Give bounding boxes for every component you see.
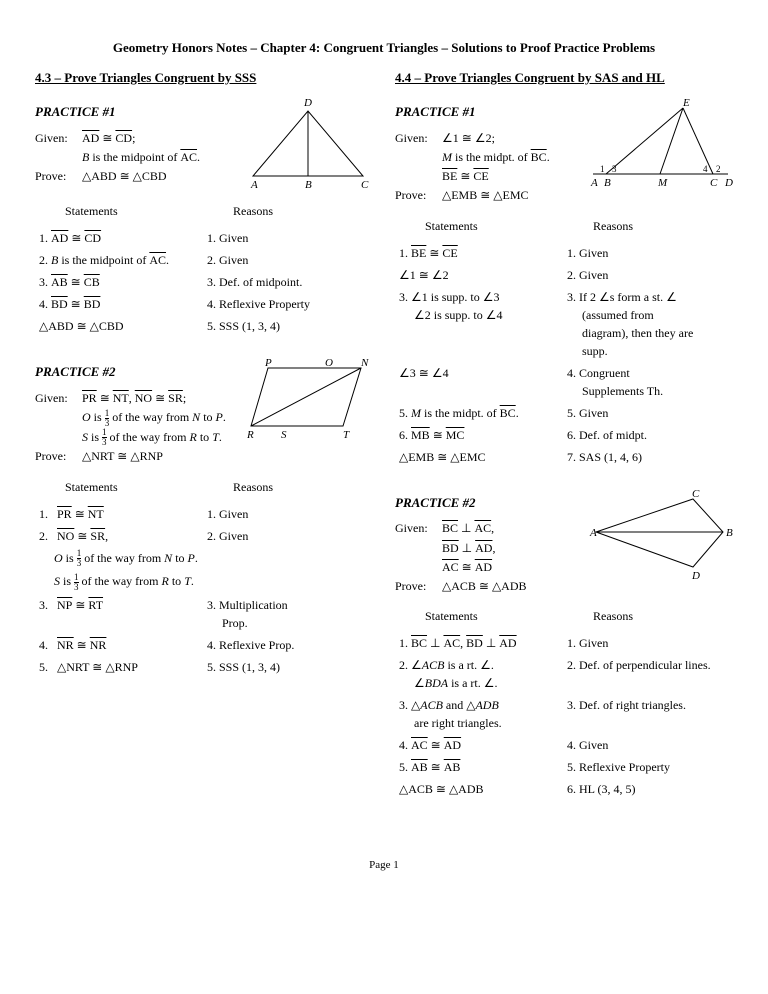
- right-p1-given: PRACTICE #1 Given: ∠1 ≅ ∠2; M is the mid…: [395, 96, 576, 206]
- page-title: Geometry Honors Notes – Chapter 4: Congr…: [35, 40, 733, 56]
- right-p2-head: PRACTICE #2: [395, 493, 576, 514]
- cell: 5. SSS (1, 3, 4): [205, 316, 371, 336]
- left-p1-block: PRACTICE #1 Given: AD ≅ CD; B is the mid…: [35, 96, 373, 191]
- cell: 1. Given: [205, 228, 371, 248]
- hdr-reasons: Reasons: [205, 201, 371, 226]
- cell: 3. Def. of right triangles.: [565, 695, 731, 733]
- svg-text:E: E: [682, 97, 690, 109]
- cell: ∠3 ≅ ∠4: [397, 363, 563, 401]
- svg-text:N: N: [360, 357, 369, 369]
- section-4-4-title: 4.4 – Prove Triangles Congruent by SAS a…: [395, 70, 733, 86]
- cell: ∠1 ≅ ∠2: [397, 265, 563, 285]
- right-p1-proof-table: StatementsReasons 1. BE ≅ CE1. Given ∠1 …: [395, 214, 733, 469]
- hdr-statements: Statements: [37, 477, 203, 502]
- cell: 6. HL (3, 4, 5): [565, 779, 731, 799]
- right-p1-g1: ∠1 ≅ ∠2;: [442, 131, 495, 145]
- svg-text:B: B: [726, 527, 733, 539]
- right-p1-block: PRACTICE #1 Given: ∠1 ≅ ∠2; M is the mid…: [395, 96, 733, 206]
- cell: 2. Def. of perpendicular lines.: [565, 655, 731, 693]
- left-p1-head: PRACTICE #1: [35, 102, 231, 123]
- cell: △EMB ≅ △EMC: [397, 447, 563, 467]
- cell: 5. Reflexive Property: [565, 757, 731, 777]
- left-column: 4.3 – Prove Triangles Congruent by SSS P…: [35, 70, 373, 819]
- left-p2-head: PRACTICE #2: [35, 362, 231, 383]
- cell: 1. Given: [205, 504, 371, 524]
- cell: 2. Given: [565, 265, 731, 285]
- svg-text:C: C: [710, 177, 718, 189]
- hdr-statements: Statements: [397, 606, 563, 631]
- svg-text:2: 2: [716, 164, 721, 174]
- left-p2-block: PRACTICE #2 Given: PR ≅ NT, NO ≅ SR; O i…: [35, 356, 373, 467]
- svg-text:B: B: [604, 177, 611, 189]
- cell: △NRT ≅ △RNP: [57, 660, 138, 674]
- svg-text:C: C: [692, 488, 700, 500]
- svg-text:B: B: [305, 179, 312, 191]
- left-p1-given: PRACTICE #1 Given: AD ≅ CD; B is the mid…: [35, 96, 231, 186]
- cell: 3. Def. of midpoint.: [205, 272, 371, 292]
- left-p2-proof-table: StatementsReasons 1. PR ≅ NT1. Given 2. …: [35, 475, 373, 680]
- hdr-reasons: Reasons: [565, 606, 731, 631]
- right-p2-given: PRACTICE #2 Given: BC ⊥ AC, BD ⊥ AD, AC …: [395, 487, 576, 597]
- right-p2-prove: △ACB ≅ △ADB: [442, 579, 527, 593]
- hdr-statements: Statements: [37, 201, 203, 226]
- parallelogram-figure: P O N R S T: [243, 356, 373, 441]
- right-p2-block: PRACTICE #2 Given: BC ⊥ AC, BD ⊥ AD, AC …: [395, 487, 733, 597]
- svg-text:D: D: [303, 97, 312, 109]
- right-column: 4.4 – Prove Triangles Congruent by SAS a…: [395, 70, 733, 819]
- hdr-reasons: Reasons: [205, 477, 371, 502]
- cell: 1. Given: [565, 633, 731, 653]
- svg-text:A: A: [589, 527, 597, 539]
- cell: 4. Reflexive Property: [205, 294, 371, 314]
- svg-text:1: 1: [600, 164, 605, 174]
- left-p1-proof-table: StatementsReasons 1. AD ≅ CD1. Given 2. …: [35, 199, 373, 338]
- cell: 5. SSS (1, 3, 4): [205, 657, 371, 677]
- left-p2-given: PRACTICE #2 Given: PR ≅ NT, NO ≅ SR; O i…: [35, 356, 231, 467]
- svg-text:4: 4: [703, 164, 708, 174]
- cell: 7. SAS (1, 4, 6): [565, 447, 731, 467]
- svg-text:A: A: [250, 179, 258, 191]
- svg-text:M: M: [657, 177, 668, 189]
- cell: 4. Given: [565, 735, 731, 755]
- svg-text:P: P: [264, 357, 272, 369]
- cell: △ABD ≅ △CBD: [37, 316, 203, 336]
- svg-text:D: D: [691, 570, 700, 582]
- svg-text:T: T: [343, 429, 350, 441]
- triangle-abc-d-figure: D A B C: [243, 96, 373, 191]
- hdr-statements: Statements: [397, 216, 563, 241]
- page-footer: Page 1: [35, 859, 733, 871]
- hdr-reasons: Reasons: [565, 216, 731, 241]
- svg-text:A: A: [590, 177, 598, 189]
- right-p1-head: PRACTICE #1: [395, 102, 576, 123]
- right-p2-proof-table: StatementsReasons 1. BC ⊥ AC, BD ⊥ AD1. …: [395, 604, 733, 801]
- svg-text:R: R: [246, 429, 254, 441]
- cell: 2. Given: [205, 526, 371, 546]
- section-4-3-title: 4.3 – Prove Triangles Congruent by SSS: [35, 70, 373, 86]
- cell: 1. Given: [565, 243, 731, 263]
- svg-text:O: O: [325, 357, 333, 369]
- cell: 2. Given: [205, 250, 371, 270]
- left-p2-prove: △NRT ≅ △RNP: [82, 449, 163, 463]
- cell: 5. Given: [565, 403, 731, 423]
- svg-text:S: S: [281, 429, 287, 441]
- svg-text:3: 3: [612, 164, 617, 174]
- left-p1-prove: △ABD ≅ △CBD: [82, 169, 167, 183]
- kite-figure: A B C D: [588, 487, 733, 582]
- two-column-layout: 4.3 – Prove Triangles Congruent by SSS P…: [35, 70, 733, 819]
- svg-text:C: C: [361, 179, 369, 191]
- svg-text:D: D: [724, 177, 733, 189]
- cell: 6. Def. of midpt.: [565, 425, 731, 445]
- cell: 4. Reflexive Prop.: [205, 635, 371, 655]
- triangle-emb-figure: E 13 42 A B M C D: [588, 96, 733, 191]
- cell: △ACB ≅ △ADB: [397, 779, 563, 799]
- right-p1-prove: △EMB ≅ △EMC: [442, 188, 529, 202]
